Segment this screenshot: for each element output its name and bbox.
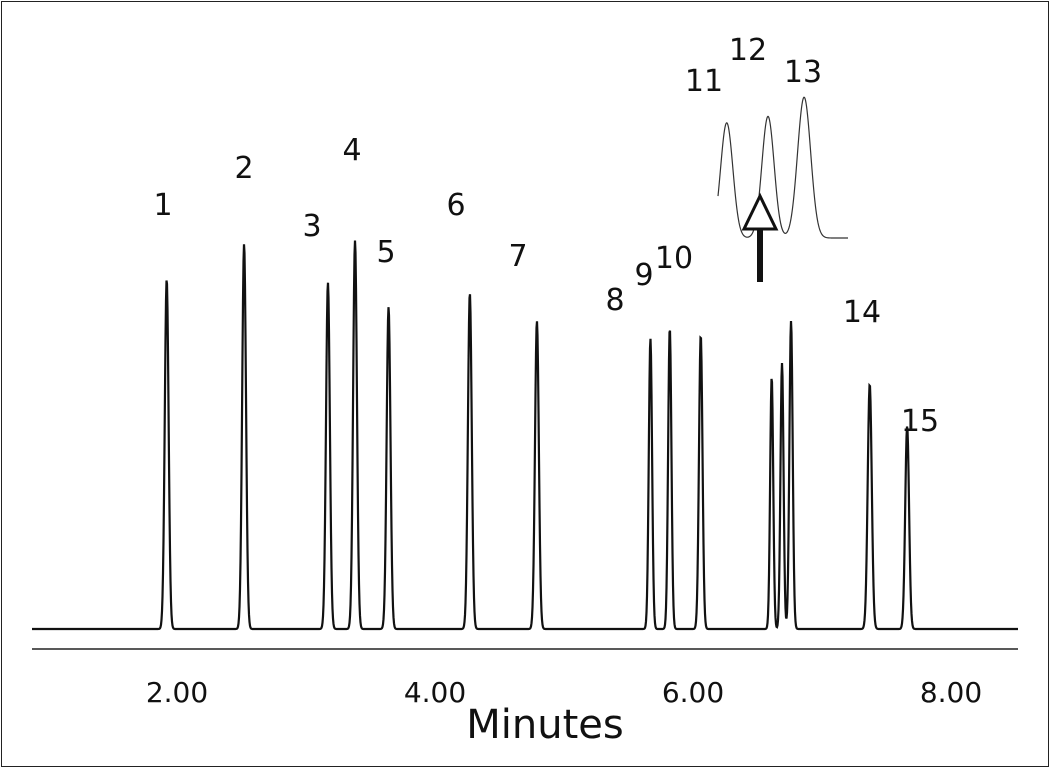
zoom-arrow bbox=[741, 192, 779, 282]
x-tick-labels: 2.00 4.00 6.00 8.00 bbox=[146, 676, 982, 709]
inset-zoom: 11 12 13 bbox=[685, 33, 848, 239]
inset-label-13: 13 bbox=[784, 55, 822, 90]
peak-label-9: 9 bbox=[634, 258, 653, 293]
inset-label-12: 12 bbox=[729, 33, 767, 68]
peak-label-3: 3 bbox=[302, 209, 321, 244]
inset-trace bbox=[717, 96, 848, 239]
x-tick-label: 8.00 bbox=[920, 676, 982, 709]
peak-label-14: 14 bbox=[843, 295, 881, 330]
peak-label-10: 10 bbox=[655, 241, 693, 276]
peak-label-4: 4 bbox=[342, 133, 361, 168]
chromatogram-trace bbox=[32, 240, 1018, 631]
peak-label-8: 8 bbox=[605, 283, 624, 318]
x-tick-label: 4.00 bbox=[404, 676, 466, 709]
arrow-head bbox=[741, 192, 779, 231]
x-axis-label: Minutes bbox=[466, 702, 623, 748]
peak-label-5: 5 bbox=[376, 235, 395, 270]
peak-label-1: 1 bbox=[153, 188, 172, 223]
x-tick-label: 2.00 bbox=[146, 676, 208, 709]
peak-label-7: 7 bbox=[508, 239, 527, 274]
x-tick-label: 6.00 bbox=[662, 676, 724, 709]
peak-label-6: 6 bbox=[446, 188, 465, 223]
inset-label-11: 11 bbox=[685, 64, 723, 99]
peak-label-2: 2 bbox=[234, 151, 253, 186]
